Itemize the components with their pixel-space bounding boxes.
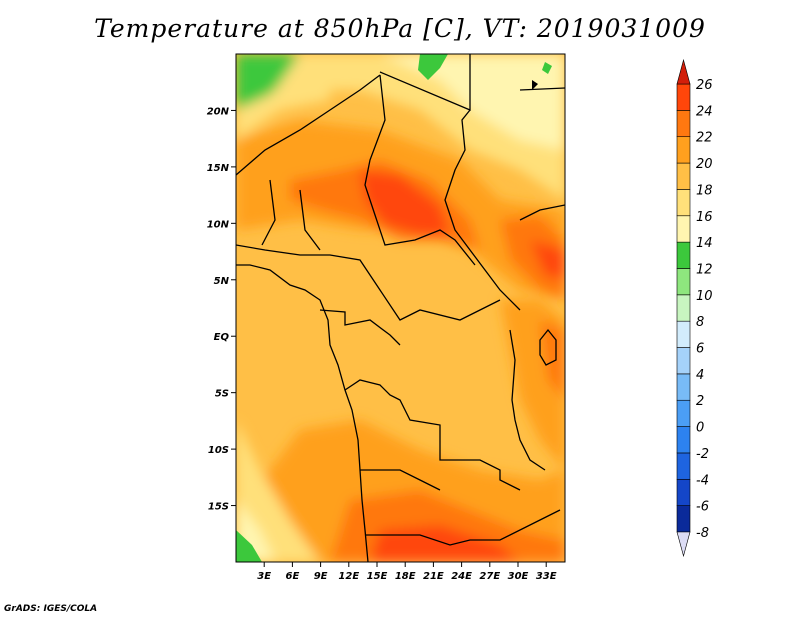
colorbar-label: 10 — [696, 289, 713, 304]
colorbar-label: 2 — [696, 394, 704, 409]
colorbar-label: 6 — [696, 342, 704, 357]
colorbar-label: 16 — [696, 210, 713, 225]
lat-tick-label: EQ — [214, 332, 230, 343]
lat-tick-label: 10S — [208, 445, 229, 456]
colorbar-swatch — [676, 373, 691, 401]
coastlines-borders — [236, 54, 565, 562]
lon-tick-label: 6E — [286, 571, 300, 582]
colorbar-over-triangle — [676, 58, 691, 85]
lon-tick-label: 18E — [395, 571, 416, 582]
lat-tick-label: 5N — [214, 276, 230, 287]
latitude-axis: 20N 15N 10N 5N EQ 5S 10S 15S — [207, 106, 236, 513]
colorbar-label: 12 — [696, 262, 713, 277]
colorbar-under-triangle — [676, 531, 691, 558]
temperature-field — [236, 54, 565, 562]
colorbar-swatch — [676, 215, 691, 243]
longitude-axis: 3E 6E 9E 12E 15E 18E 21E 24E 27E 30E 33E — [257, 562, 557, 582]
colorbar-swatch — [676, 136, 691, 164]
colorbar-label: 0 — [696, 421, 704, 436]
lon-tick-label: 15E — [367, 571, 388, 582]
colorbar-swatch — [676, 505, 691, 533]
colorbar-swatch — [676, 399, 691, 427]
colorbar-label: 8 — [696, 315, 704, 330]
colorbar-label: -6 — [696, 500, 709, 515]
colorbar-swatch — [676, 162, 691, 190]
colorbar-swatch — [676, 241, 691, 269]
colorbar-swatch — [676, 268, 691, 296]
colorbar-swatch — [676, 83, 691, 111]
colorbar-label: 18 — [696, 183, 713, 198]
lon-tick-label: 27E — [479, 571, 500, 582]
colorbar-label: -4 — [696, 473, 709, 488]
colorbar-label: 14 — [696, 236, 713, 251]
grads-credit: GrADS: IGES/COLA — [4, 604, 98, 614]
colorbar-swatch — [676, 294, 691, 322]
lon-tick-label: 12E — [338, 571, 359, 582]
lon-tick-label: 30E — [508, 571, 529, 582]
colorbar-label: 4 — [696, 368, 704, 383]
colorbar-label: -2 — [696, 447, 709, 462]
colorbar-swatch — [676, 320, 691, 348]
lat-tick-label: 20N — [207, 106, 230, 117]
colorbar-label: 22 — [696, 131, 713, 146]
lat-tick-label: 5S — [215, 389, 229, 400]
colorbar-label: 24 — [696, 104, 713, 119]
colorbar-swatch — [676, 347, 691, 375]
colorbar-label: 20 — [696, 157, 713, 172]
lon-tick-label: 9E — [314, 571, 328, 582]
colorbar-swatch — [676, 452, 691, 480]
map-title: Temperature at 850hPa [C], VT: 201903100… — [94, 14, 706, 43]
lon-tick-label: 33E — [536, 571, 557, 582]
lon-tick-label: 21E — [423, 571, 444, 582]
map-frame — [235, 53, 566, 563]
lat-tick-label: 10N — [207, 219, 230, 230]
lat-tick-label: 15S — [208, 502, 229, 513]
colorbar-swatch — [676, 478, 691, 506]
colorbar-label: 26 — [696, 78, 713, 93]
colorbar-label: -8 — [696, 526, 709, 541]
lon-tick-label: 3E — [257, 571, 271, 582]
colorbar-swatch — [676, 189, 691, 217]
lon-tick-label: 24E — [451, 571, 472, 582]
colorbar-swatch — [676, 426, 691, 454]
colorbar-swatch — [676, 110, 691, 138]
lat-tick-label: 15N — [207, 163, 230, 174]
